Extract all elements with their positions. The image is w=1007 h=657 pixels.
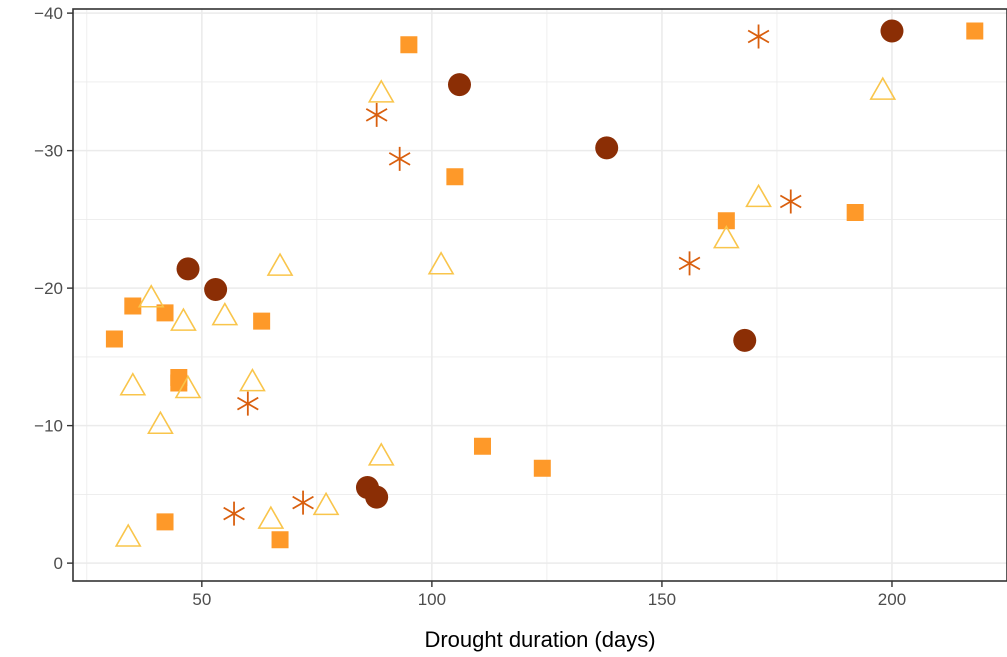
data-point-triangle [239,368,266,392]
data-point-circle [733,328,757,352]
data-point-circle [880,19,904,43]
data-point-square [400,36,418,54]
data-point-asterisk [747,24,770,49]
data-point-triangle [427,251,455,275]
data-point-square [446,168,464,186]
data-point-triangle [312,491,340,516]
data-point-asterisk [292,490,314,515]
data-point-circle [204,278,228,301]
data-point-square [473,437,491,455]
data-point-square [717,212,735,230]
plot-panel [73,9,1007,581]
data-point-asterisk [779,189,802,214]
data-point-asterisk [678,251,701,276]
x-axis-ticks: 50 100 150 200 [192,581,906,609]
data-point-triangle [114,523,142,547]
data-point-square [170,374,188,392]
data-point-circle [595,136,619,160]
y-tick-label: −10 [34,417,63,436]
major-gridlines [73,9,1007,581]
y-axis-ticks: −40 −30 −20 −10 0 [34,4,73,573]
data-point-square [253,312,271,330]
data-point-circle [447,73,471,97]
data-point-square [966,22,984,40]
plot-border [72,8,1007,582]
data-point-triangle [745,183,772,208]
data-point-triangle [712,225,740,249]
data-point-triangle [367,442,395,466]
data-point-triangle [211,302,239,326]
data-point-square [271,531,289,549]
x-tick-label: 150 [648,590,676,609]
data-point-square [105,330,123,348]
y-tick-label: 0 [54,554,63,573]
data-point-square [156,513,174,531]
data-point-triangle [869,76,897,100]
y-tick-label: −30 [34,142,63,161]
data-point-asterisk [365,102,388,127]
data-point-triangle [137,284,165,308]
data-point-triangle [367,79,395,103]
data-point-triangle [266,252,294,276]
data-point-square [124,297,142,315]
data-point-asterisk [388,146,411,171]
x-tick-label: 100 [418,590,446,609]
data-point-triangle [174,374,202,399]
data-point-circle [176,257,200,281]
data-point-triangle [147,410,174,435]
data-point-circle [365,485,389,509]
y-tick-label: −40 [34,4,63,23]
data-point-triangle [170,307,197,331]
x-tick-label: 200 [878,590,906,609]
y-tick-label: −20 [34,279,63,298]
data-point-square [156,304,174,322]
x-axis-title: Drought duration (days) [424,627,655,652]
data-points [105,19,984,549]
data-point-triangle [119,372,147,396]
data-point-triangle [257,505,285,529]
data-point-asterisk [236,391,259,416]
data-point-asterisk [223,501,245,526]
data-point-square [533,459,551,477]
data-point-square [846,204,864,221]
x-tick-label: 50 [192,590,211,609]
